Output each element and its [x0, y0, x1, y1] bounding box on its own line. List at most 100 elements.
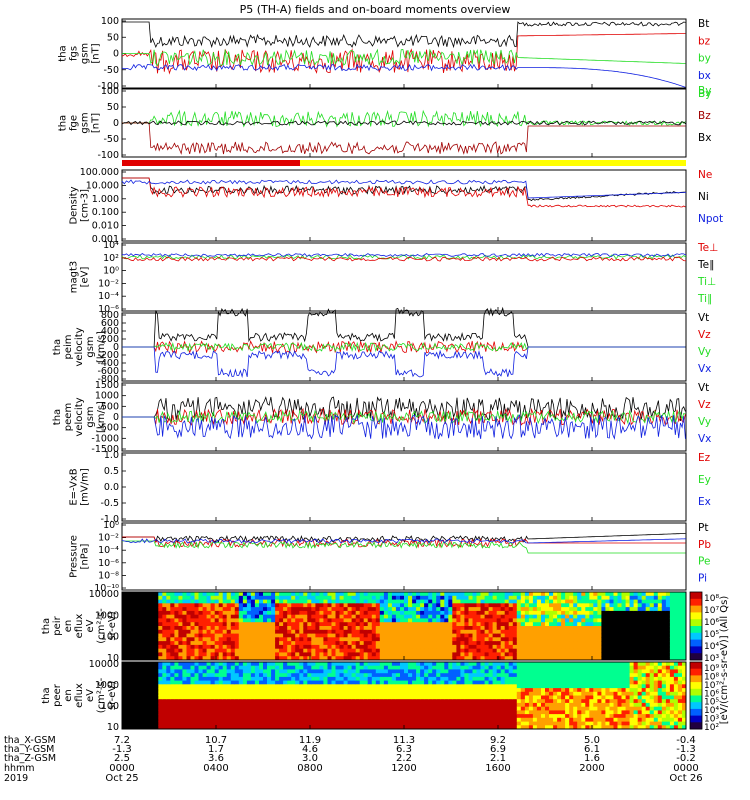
heatmap-cell [182, 644, 187, 650]
heatmap-cell [541, 680, 546, 685]
heatmap-cell [452, 702, 457, 708]
heatmap-cell [404, 695, 409, 700]
heatmap-cell [319, 680, 324, 685]
heatmap-cell [416, 641, 421, 646]
heatmap-cell [496, 669, 502, 674]
heatmap-cell [440, 688, 445, 693]
heatmap-cell [351, 629, 357, 635]
heatmap-cell [416, 637, 421, 642]
heatmap-cell [585, 673, 590, 678]
heatmap-cell [259, 614, 264, 619]
heatmap-cell [291, 618, 296, 623]
heatmap-cell [420, 714, 425, 719]
heatmap-cell [508, 702, 514, 708]
heatmap-cell [516, 721, 522, 726]
heatmap-cell [673, 614, 679, 619]
heatmap-cell [130, 641, 135, 646]
heatmap-cell [561, 592, 566, 597]
heatmap-cell [327, 637, 332, 642]
heatmap-cell [480, 702, 485, 708]
heatmap-cell [545, 592, 550, 597]
heatmap-cell [464, 633, 469, 638]
heatmap-cell [250, 637, 256, 642]
heatmap-cell [617, 637, 622, 642]
heatmap-cell [150, 706, 155, 711]
heatmap-cell [154, 684, 159, 689]
heatmap-cell [190, 702, 195, 708]
heatmap-cell [214, 695, 220, 700]
heatmap-cell [512, 592, 518, 597]
heatmap-cell [210, 662, 216, 667]
heatmap-cell [432, 599, 437, 604]
heatmap-cell [267, 656, 272, 661]
heatmap-cell [122, 684, 127, 689]
heatmap-cell [452, 717, 457, 722]
heatmap-cell [621, 648, 626, 653]
heatmap-cell [613, 629, 618, 635]
heatmap-cell [214, 714, 220, 719]
heatmap-cell [484, 637, 490, 642]
heatmap-cell [182, 710, 187, 715]
heatmap-cell [516, 603, 522, 608]
heatmap-cell [464, 595, 469, 601]
heatmap-cell [363, 641, 369, 646]
heatmap-cell [492, 629, 498, 635]
heatmap-cell [400, 610, 405, 616]
heatmap-cell [512, 691, 518, 696]
heatmap-cell [379, 626, 385, 631]
heatmap-cell [609, 676, 614, 682]
heatmap-cell [448, 648, 453, 653]
heatmap-cell [138, 618, 143, 623]
heatmap-cell [448, 714, 453, 719]
heatmap-cell [375, 644, 381, 650]
colorbar-tick-label: 10⁷ [704, 606, 719, 616]
heatmap-cell [484, 702, 490, 708]
heatmap-cell [565, 717, 570, 722]
heatmap-cell [444, 652, 449, 657]
heatmap-cell [323, 614, 328, 619]
heatmap-cell [142, 610, 147, 616]
heatmap-cell [528, 688, 534, 693]
heatmap-cell [577, 599, 582, 604]
heatmap-cell [359, 702, 365, 708]
heatmap-cell [275, 595, 280, 601]
heatmap-cell [452, 691, 457, 696]
heatmap-cell [190, 656, 195, 661]
heatmap-cell [367, 691, 373, 696]
heatmap-cell [387, 637, 393, 642]
heatmap-cell [613, 652, 618, 657]
heatmap-cell [569, 652, 574, 657]
heatmap-cell [126, 644, 131, 650]
heatmap-cell [625, 637, 631, 642]
heatmap-cell [432, 629, 437, 635]
heatmap-cell [581, 714, 586, 719]
heatmap-cell [665, 599, 671, 604]
heatmap-cell [500, 633, 506, 638]
heatmap-cell [508, 644, 514, 650]
heatmap-cell [383, 684, 389, 689]
heatmap-cell [476, 592, 481, 597]
heatmap-cell [625, 607, 631, 612]
heatmap-cell [464, 610, 469, 616]
heatmap-cell [150, 607, 155, 612]
heatmap-cell [130, 595, 135, 601]
heatmap-cell [677, 618, 683, 623]
heatmap-cell [206, 633, 212, 638]
heatmap-cell [528, 662, 534, 667]
heatmap-cell [238, 595, 244, 601]
heatmap-cell [178, 676, 183, 682]
heatmap-cell [420, 592, 425, 597]
heatmap-cell [238, 695, 244, 700]
heatmap-cell [492, 691, 498, 696]
heatmap-cell [605, 603, 610, 608]
heatmap-cell [545, 603, 550, 608]
heatmap-cell [327, 629, 332, 635]
heatmap-cell [174, 669, 179, 674]
heatmap-cell [545, 622, 550, 627]
heatmap-cell [347, 684, 353, 689]
heatmap-cell [363, 665, 369, 670]
heatmap-cell [166, 614, 171, 619]
heatmap-cell [581, 684, 586, 689]
heatmap-cell [528, 626, 534, 631]
heatmap-cell [545, 691, 550, 696]
